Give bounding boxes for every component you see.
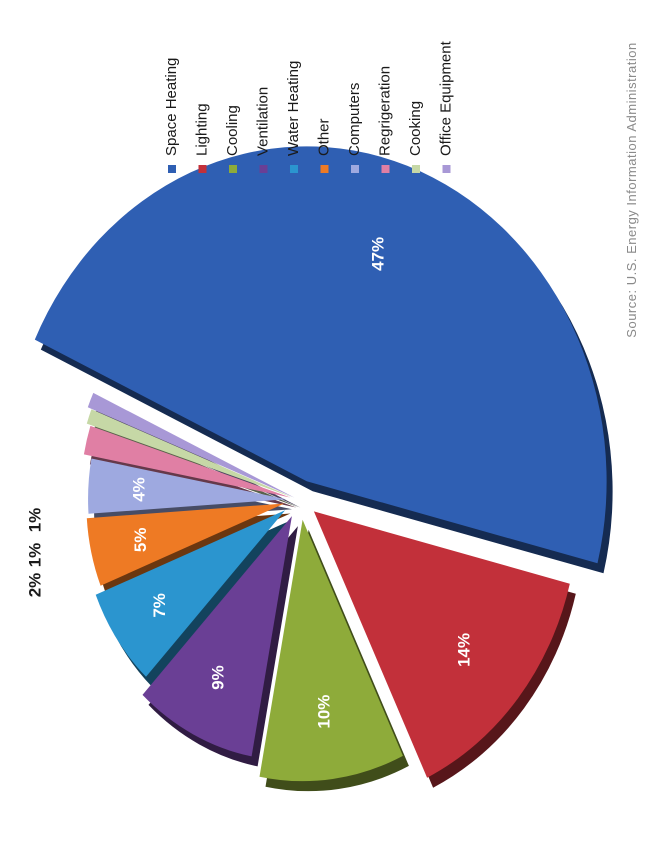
legend-swatch-computers — [351, 165, 359, 173]
legend-swatch-regrigeration — [381, 165, 390, 173]
slice-ventilation — [142, 516, 292, 757]
data-label-water-heating: 7% — [150, 593, 169, 618]
data-label-cooling: 10% — [314, 695, 333, 729]
legend-swatch-cooling — [229, 165, 237, 173]
data-label-lighting: 14% — [454, 633, 473, 667]
data-label-office-equipment: 1% — [25, 508, 44, 533]
legend-swatch-water-heating — [290, 165, 298, 173]
legend-label-computers: Computers — [346, 83, 363, 156]
slice-space-heating — [34, 146, 607, 564]
legend-label-other: Other — [315, 118, 332, 156]
legend-label-regrigeration: Regrigeration — [376, 66, 393, 156]
slice-other — [86, 503, 285, 586]
legend-swatch-office-equipment — [442, 165, 451, 173]
slice-water-heating — [95, 510, 286, 677]
slice-lighting — [313, 511, 570, 778]
legend-label-cooking: Cooking — [407, 101, 424, 156]
legend-swatch-cooking — [412, 165, 420, 173]
data-label-space-heating: 47% — [369, 237, 388, 271]
data-label-ventilation: 9% — [208, 665, 227, 690]
data-label-computers: 4% — [129, 477, 148, 502]
legend-label-office-equipment: Office Equipment — [437, 40, 454, 156]
slice-regrigeration — [83, 425, 291, 498]
legend-label-lighting: Lighting — [193, 103, 210, 156]
data-label-other: 5% — [131, 528, 150, 553]
slice-office-equipment — [87, 392, 295, 498]
legend-label-space-heating: Space Heating — [163, 58, 180, 156]
legend-label-water-heating: Water Heating — [285, 61, 302, 156]
legend-swatch-space-heating — [168, 165, 176, 173]
legend-swatch-other — [320, 165, 329, 173]
data-label-cooking: 1% — [25, 543, 44, 568]
legend-swatch-ventilation — [259, 165, 268, 173]
legend: Space Heating Lighting Cooling Ventilation W… — [163, 40, 454, 173]
slice-computers — [88, 458, 286, 514]
legend-swatch-lighting — [198, 165, 207, 173]
pie-slices — [34, 146, 613, 792]
slice-cooking — [86, 409, 293, 498]
slice-cooling — [259, 519, 403, 782]
source-note: Source: U.S. Energy Information Administ… — [624, 42, 639, 337]
legend-label-ventilation: Ventilation — [254, 87, 271, 156]
data-label-regrigeration: 2% — [25, 573, 44, 598]
legend-label-cooling: Cooling — [224, 105, 241, 156]
pie-labels: 47% 14% 10% 9% 7% 5% 4% 2% 1% 1% — [25, 237, 473, 729]
